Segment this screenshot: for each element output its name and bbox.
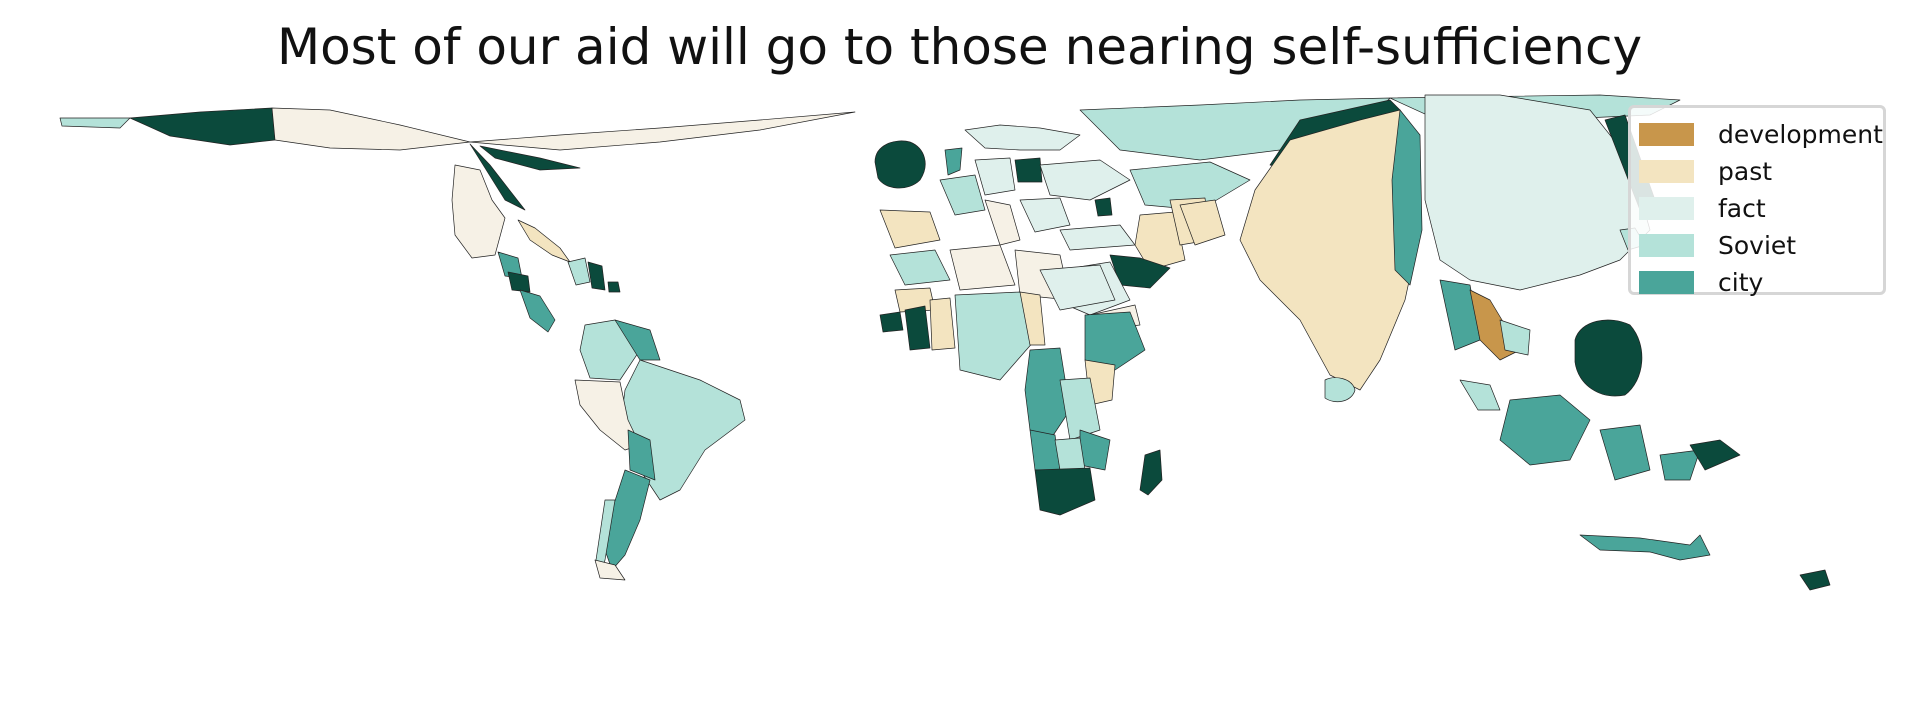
region-greenland-strip bbox=[479, 145, 581, 171]
legend-label: fact bbox=[1718, 194, 1766, 223]
legend-label: development bbox=[1718, 120, 1883, 149]
oceania bbox=[1579, 439, 1831, 591]
region-pakistan bbox=[1179, 199, 1226, 246]
region-honduras bbox=[507, 271, 531, 293]
region-nicaragua bbox=[519, 289, 556, 333]
legend-swatch-fact bbox=[1639, 197, 1694, 220]
legend-swatch-past bbox=[1639, 160, 1694, 183]
region-ukraine bbox=[1039, 159, 1131, 201]
region-germany bbox=[974, 157, 1016, 196]
legend-label: past bbox=[1718, 157, 1773, 186]
region-iran bbox=[1134, 211, 1186, 271]
region-senegal bbox=[879, 311, 904, 333]
region-algeria bbox=[949, 244, 1016, 291]
region-chad bbox=[1019, 291, 1046, 346]
region-mali bbox=[929, 297, 956, 351]
region-nepal-band bbox=[1391, 109, 1423, 286]
region-caucasus bbox=[1094, 197, 1113, 217]
region-angola bbox=[1029, 429, 1061, 471]
legend-swatch-city bbox=[1639, 271, 1694, 294]
legend-item-soviet: Soviet bbox=[1639, 227, 1883, 264]
region-bolivia bbox=[627, 429, 656, 481]
legend-label: Soviet bbox=[1718, 231, 1797, 260]
region-madagascar bbox=[1139, 449, 1163, 496]
region-jamaica bbox=[607, 281, 621, 293]
south-america bbox=[574, 319, 746, 581]
region-ethiopia bbox=[1084, 311, 1146, 371]
legend-item-past: past bbox=[1639, 153, 1883, 190]
region-vietnam bbox=[1499, 319, 1531, 356]
region-myanmar bbox=[1439, 279, 1481, 351]
legend-swatch-soviet bbox=[1639, 234, 1694, 257]
region-arctic-fan bbox=[469, 143, 526, 211]
region-guinea bbox=[904, 305, 931, 351]
region-uk bbox=[944, 147, 963, 176]
region-canada-east bbox=[469, 111, 856, 151]
region-papua bbox=[1599, 424, 1651, 481]
region-southeast-arc bbox=[1689, 439, 1741, 471]
region-france bbox=[939, 174, 986, 216]
region-south-africa bbox=[1034, 467, 1096, 516]
region-malaysia bbox=[1459, 379, 1501, 411]
africa bbox=[879, 244, 1163, 516]
region-venezuela bbox=[614, 319, 661, 361]
legend-swatch-development bbox=[1639, 123, 1694, 146]
map-title: Most of our aid will go to those nearing… bbox=[276, 18, 1643, 76]
region-usa bbox=[451, 164, 506, 259]
region-iceland bbox=[874, 140, 926, 189]
region-haiti bbox=[587, 261, 606, 291]
region-mozambique bbox=[1079, 429, 1111, 471]
region-mexico bbox=[517, 219, 571, 263]
region-turkey bbox=[1059, 224, 1136, 251]
region-balkans bbox=[1019, 197, 1071, 233]
region-cuba bbox=[567, 257, 591, 286]
region-new-zealand bbox=[1799, 569, 1831, 591]
north-america-north bbox=[59, 107, 856, 211]
legend-item-fact: fact bbox=[1639, 190, 1883, 227]
region-india bbox=[1239, 109, 1421, 391]
region-scandinavia bbox=[964, 124, 1081, 151]
region-morocco bbox=[889, 249, 951, 286]
region-zambia bbox=[1054, 437, 1086, 471]
legend-item-development: development bbox=[1639, 116, 1883, 153]
region-patagonia bbox=[594, 559, 626, 581]
region-timor bbox=[1659, 449, 1701, 481]
central-america bbox=[451, 164, 621, 333]
region-indonesia bbox=[1499, 394, 1591, 466]
region-kazakhstan bbox=[1129, 161, 1251, 211]
legend-item-city: city bbox=[1639, 264, 1883, 301]
region-australia bbox=[1579, 534, 1711, 561]
region-sudan bbox=[1039, 264, 1116, 311]
region-sri-lanka bbox=[1324, 377, 1356, 403]
legend-label: city bbox=[1718, 268, 1764, 297]
region-tanzania bbox=[1059, 377, 1101, 441]
legend: development past fact Soviet city bbox=[1628, 105, 1886, 297]
region-alaska-west bbox=[59, 117, 131, 129]
region-italy bbox=[984, 199, 1021, 246]
region-niger-nigeria bbox=[954, 291, 1036, 381]
region-alaska bbox=[129, 107, 276, 146]
region-philippines bbox=[1574, 319, 1643, 397]
region-poland bbox=[1014, 157, 1043, 183]
region-china bbox=[1424, 94, 1651, 291]
region-spain bbox=[879, 209, 941, 249]
region-canada-west bbox=[271, 107, 471, 151]
